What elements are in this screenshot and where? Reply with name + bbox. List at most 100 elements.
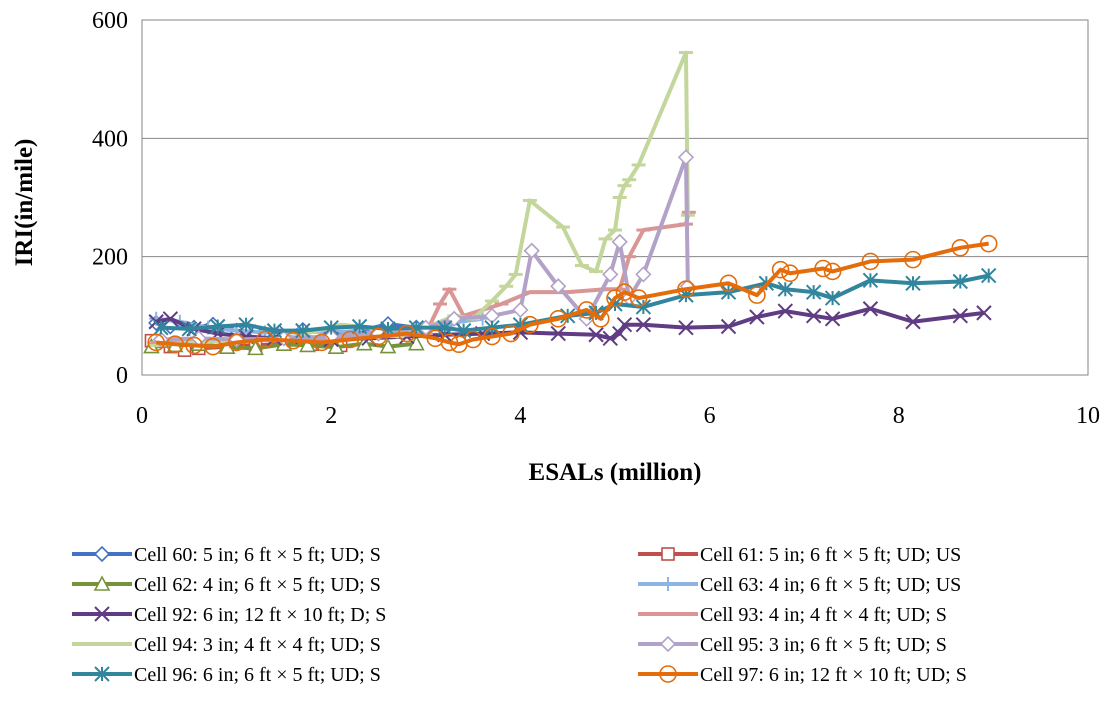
data-point xyxy=(166,335,184,354)
data-point xyxy=(592,309,610,328)
data-point xyxy=(659,665,677,683)
data-point xyxy=(238,317,254,333)
legend-item: Cell 63: 4 in; 6 ft × 5 ft; UD; US xyxy=(638,574,961,596)
series-10 xyxy=(147,234,998,356)
data-point xyxy=(719,274,738,293)
data-point xyxy=(616,317,633,333)
data-point xyxy=(635,266,652,283)
data-point xyxy=(612,325,628,342)
data-point xyxy=(677,149,695,166)
legend-item: Cell 93: 4 in; 4 ft × 4 ft; UD; S xyxy=(638,604,947,626)
data-point xyxy=(550,278,567,295)
data-point xyxy=(905,314,921,330)
legend: Cell 60: 5 in; 6 ft × 5 ft; UD; S Cell 61… xyxy=(72,544,967,686)
data-point xyxy=(749,309,765,325)
data-point xyxy=(824,290,841,306)
series-line xyxy=(156,241,989,349)
x-tick-label: 8 xyxy=(893,403,905,429)
data-point xyxy=(312,333,331,352)
data-point xyxy=(323,319,339,336)
y-tick-label: 0 xyxy=(116,363,128,389)
data-point xyxy=(351,318,368,335)
data-point xyxy=(862,301,879,317)
y-tick-label: 600 xyxy=(92,8,128,34)
x-tick-label: 4 xyxy=(514,403,526,429)
data-point xyxy=(635,299,652,315)
data-point xyxy=(521,315,539,334)
series-8 xyxy=(152,149,696,348)
data-point xyxy=(440,333,459,352)
legend-label: Cell 96: 6 in; 6 ft × 5 ft; UD; S xyxy=(134,664,381,686)
legend-label: Cell 63: 4 in; 6 ft × 5 ft; UD; US xyxy=(700,574,961,596)
data-point xyxy=(661,577,675,591)
data-point xyxy=(408,319,425,336)
data-point xyxy=(398,324,416,343)
data-point xyxy=(611,233,628,251)
data-point xyxy=(299,336,316,353)
x-tick-label: 2 xyxy=(325,403,337,429)
data-point xyxy=(256,330,274,349)
data-point xyxy=(185,336,203,355)
legend-item: Cell 94: 3 in; 4 ft × 4 ft; UD; S xyxy=(72,634,381,656)
data-point xyxy=(720,318,737,335)
data-point xyxy=(823,262,842,281)
data-point xyxy=(588,327,604,343)
legend-item: Cell 96: 6 in; 6 ft × 5 ft; UD; S xyxy=(72,664,381,686)
data-point xyxy=(379,337,397,354)
data-point xyxy=(661,547,675,561)
data-point xyxy=(861,252,880,271)
series-layer xyxy=(143,50,998,357)
data-point xyxy=(862,272,879,289)
data-point xyxy=(980,267,997,284)
data-point xyxy=(635,317,652,333)
y-tick-label: 400 xyxy=(92,126,128,152)
legend-label: Cell 97: 6 in; 12 ft × 10 ft; UD; S xyxy=(700,664,967,686)
data-point xyxy=(94,666,110,682)
series-line xyxy=(160,155,690,342)
data-point xyxy=(369,327,388,346)
legend-label: Cell 92: 6 in; 12 ft × 10 ft; D; S xyxy=(134,604,386,626)
data-point xyxy=(976,305,992,321)
y-axis-title: IRI(in/mile) xyxy=(11,139,38,267)
data-point xyxy=(266,322,283,339)
data-point xyxy=(549,309,568,328)
data-point xyxy=(606,289,624,307)
y-tick-label: 200 xyxy=(92,245,128,271)
x-tick-label: 0 xyxy=(136,403,148,429)
legend-label: Cell 94: 3 in; 4 ft × 4 ft; UD; S xyxy=(134,634,381,656)
data-point xyxy=(952,273,968,290)
data-point xyxy=(748,286,766,304)
data-point xyxy=(629,289,648,307)
legend-label: Cell 60: 5 in; 6 ft × 5 ft; UD; S xyxy=(134,544,381,566)
data-point xyxy=(602,266,619,283)
data-point xyxy=(93,575,111,591)
data-point xyxy=(153,319,169,336)
data-point xyxy=(147,333,165,352)
data-point xyxy=(678,319,694,336)
data-point xyxy=(464,330,482,349)
data-point xyxy=(550,325,566,342)
plot-area-frame xyxy=(141,19,1089,376)
legend-item: Cell 61: 5 in; 6 ft × 5 ft; UD; US xyxy=(638,544,961,566)
data-point xyxy=(483,327,501,346)
legend-item: Cell 60: 5 in; 6 ft × 5 ft; UD; S xyxy=(72,544,381,566)
data-point xyxy=(247,339,264,356)
data-point xyxy=(824,311,841,327)
data-point xyxy=(979,234,998,253)
data-point xyxy=(341,330,359,349)
legend-item: Cell 92: 6 in; 12 ft × 10 ft; D; S xyxy=(72,604,386,626)
legend-item: Cell 97: 6 in; 12 ft × 10 ft; UD; S xyxy=(638,664,967,686)
data-point xyxy=(327,338,345,354)
data-point xyxy=(181,321,198,337)
x-tick-label: 10 xyxy=(1076,403,1100,429)
data-point xyxy=(805,284,822,300)
data-point xyxy=(94,606,110,622)
data-point xyxy=(512,301,529,319)
data-point xyxy=(777,303,793,319)
data-point xyxy=(484,319,500,336)
data-point xyxy=(814,259,832,278)
legend-item: Cell 62: 4 in; 6 ft × 5 ft; UD; S xyxy=(72,574,381,596)
legend-label: Cell 93: 4 in; 4 ft × 4 ft; UD; S xyxy=(700,604,947,626)
data-point xyxy=(209,318,226,335)
